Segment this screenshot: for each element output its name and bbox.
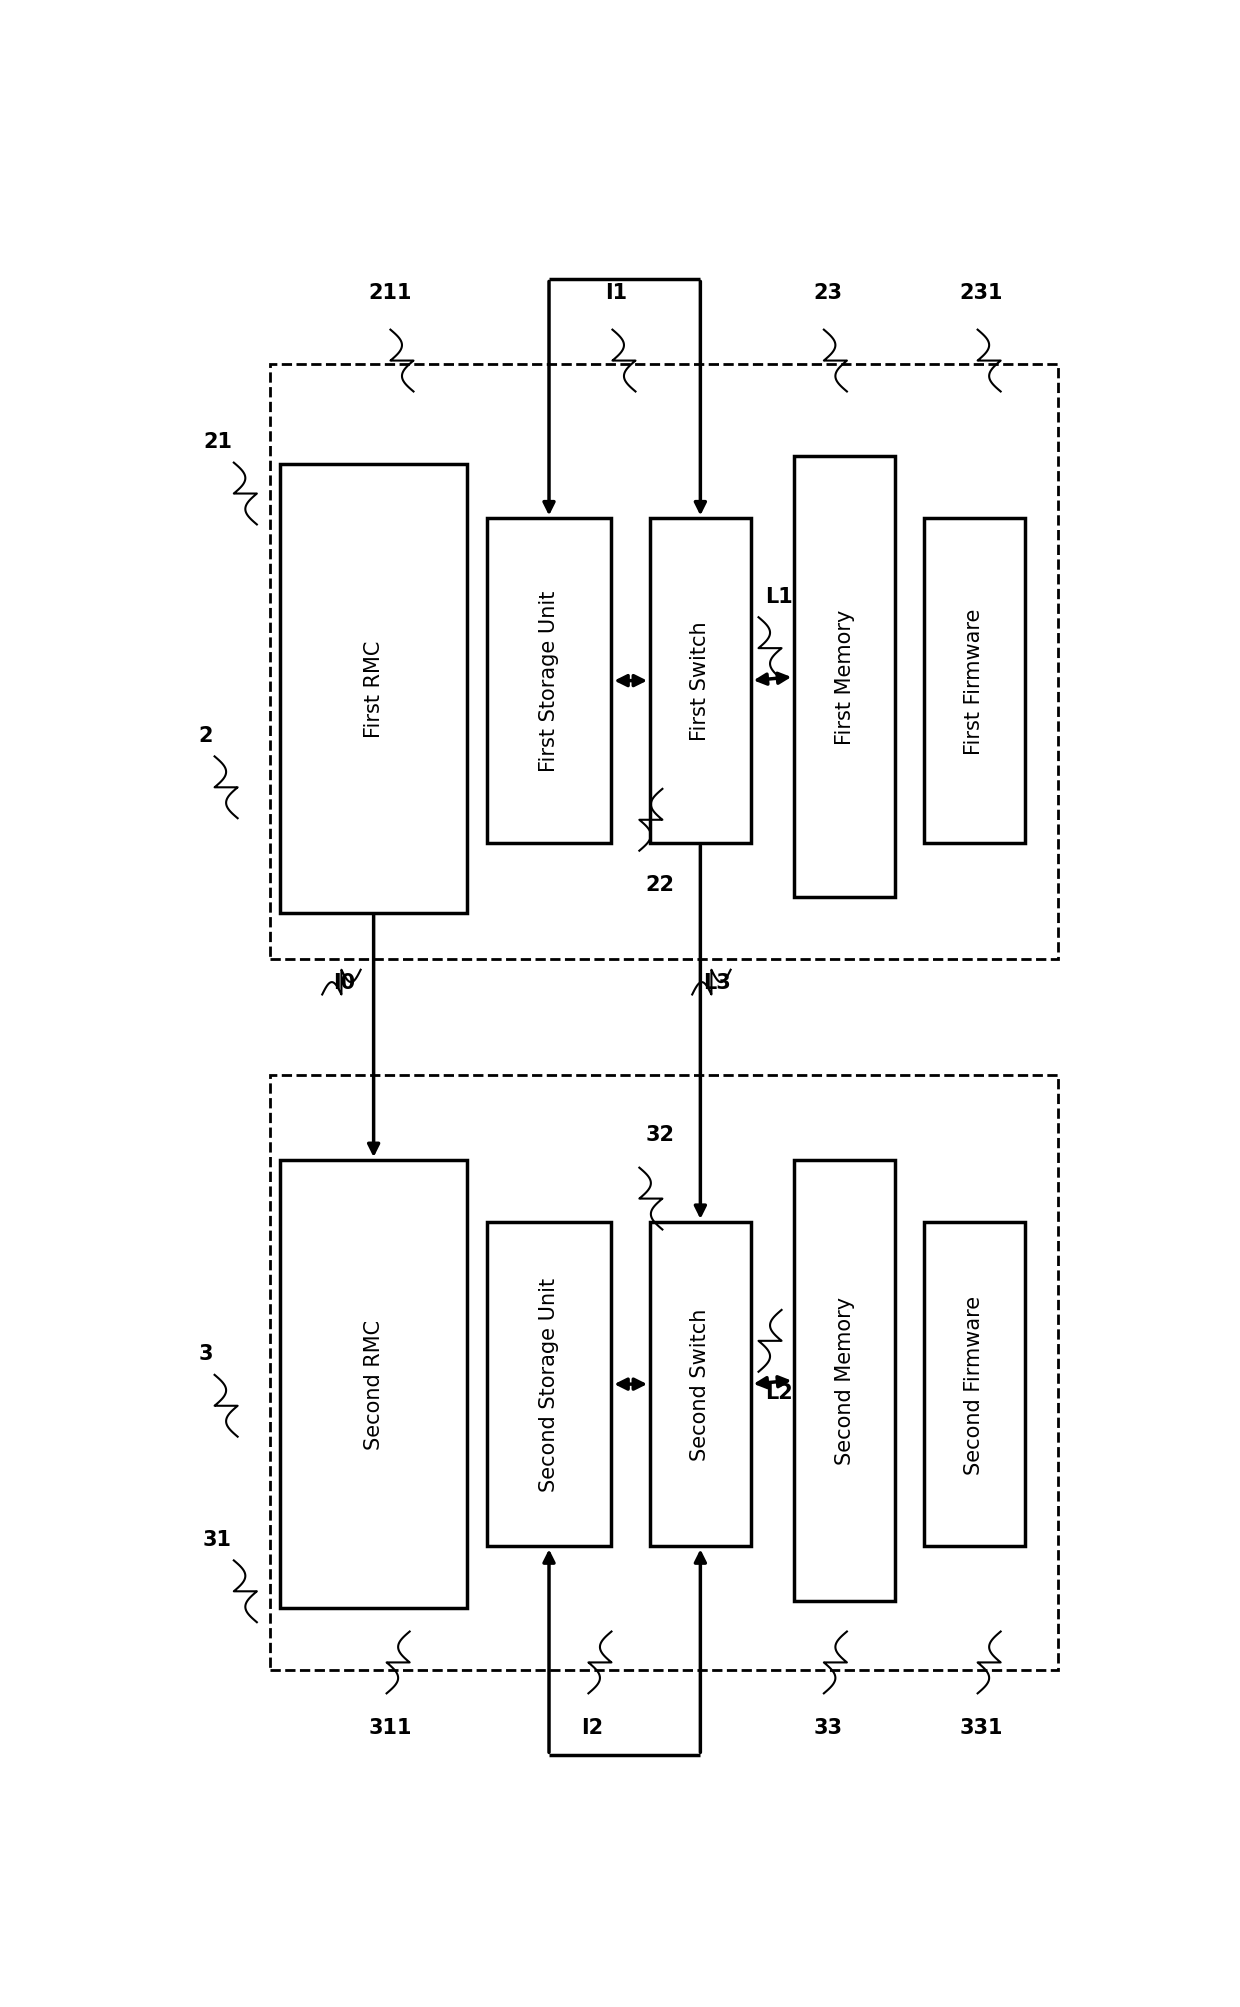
Text: I1: I1 <box>605 283 627 303</box>
Text: 33: 33 <box>813 1716 842 1736</box>
Text: First Storage Unit: First Storage Unit <box>539 590 559 773</box>
Text: 22: 22 <box>645 875 675 895</box>
Bar <box>794 458 895 897</box>
Text: L2: L2 <box>765 1383 794 1403</box>
Text: L3: L3 <box>703 973 730 993</box>
Text: 21: 21 <box>203 432 232 452</box>
Text: 23: 23 <box>813 283 842 303</box>
Bar <box>650 1222 750 1547</box>
Bar <box>794 1160 895 1602</box>
Text: First Memory: First Memory <box>835 610 854 745</box>
Text: L1: L1 <box>765 586 794 606</box>
Text: First RMC: First RMC <box>363 640 383 739</box>
Text: 3: 3 <box>198 1343 213 1363</box>
Text: I0: I0 <box>332 973 355 993</box>
Text: 231: 231 <box>960 283 1003 303</box>
Text: 331: 331 <box>960 1716 1003 1736</box>
Text: Second Memory: Second Memory <box>835 1297 854 1465</box>
Text: Second RMC: Second RMC <box>363 1319 383 1449</box>
Text: 311: 311 <box>368 1716 412 1736</box>
Text: 211: 211 <box>368 283 412 303</box>
Bar <box>280 1160 467 1608</box>
Bar <box>486 520 611 843</box>
Text: Second Switch: Second Switch <box>691 1309 711 1461</box>
Text: Second Firmware: Second Firmware <box>965 1295 985 1473</box>
Bar <box>924 1222 1024 1547</box>
Bar <box>924 520 1024 843</box>
Text: Second Storage Unit: Second Storage Unit <box>539 1276 559 1491</box>
Text: 32: 32 <box>645 1124 675 1144</box>
Bar <box>650 520 750 843</box>
Text: First Switch: First Switch <box>691 622 711 741</box>
Bar <box>280 466 467 913</box>
Text: First Firmware: First Firmware <box>965 608 985 755</box>
Bar <box>486 1222 611 1547</box>
Bar <box>270 365 1058 959</box>
Text: 2: 2 <box>198 725 213 745</box>
Text: I2: I2 <box>582 1716 604 1736</box>
Bar <box>270 1076 1058 1670</box>
Text: 31: 31 <box>203 1529 232 1549</box>
